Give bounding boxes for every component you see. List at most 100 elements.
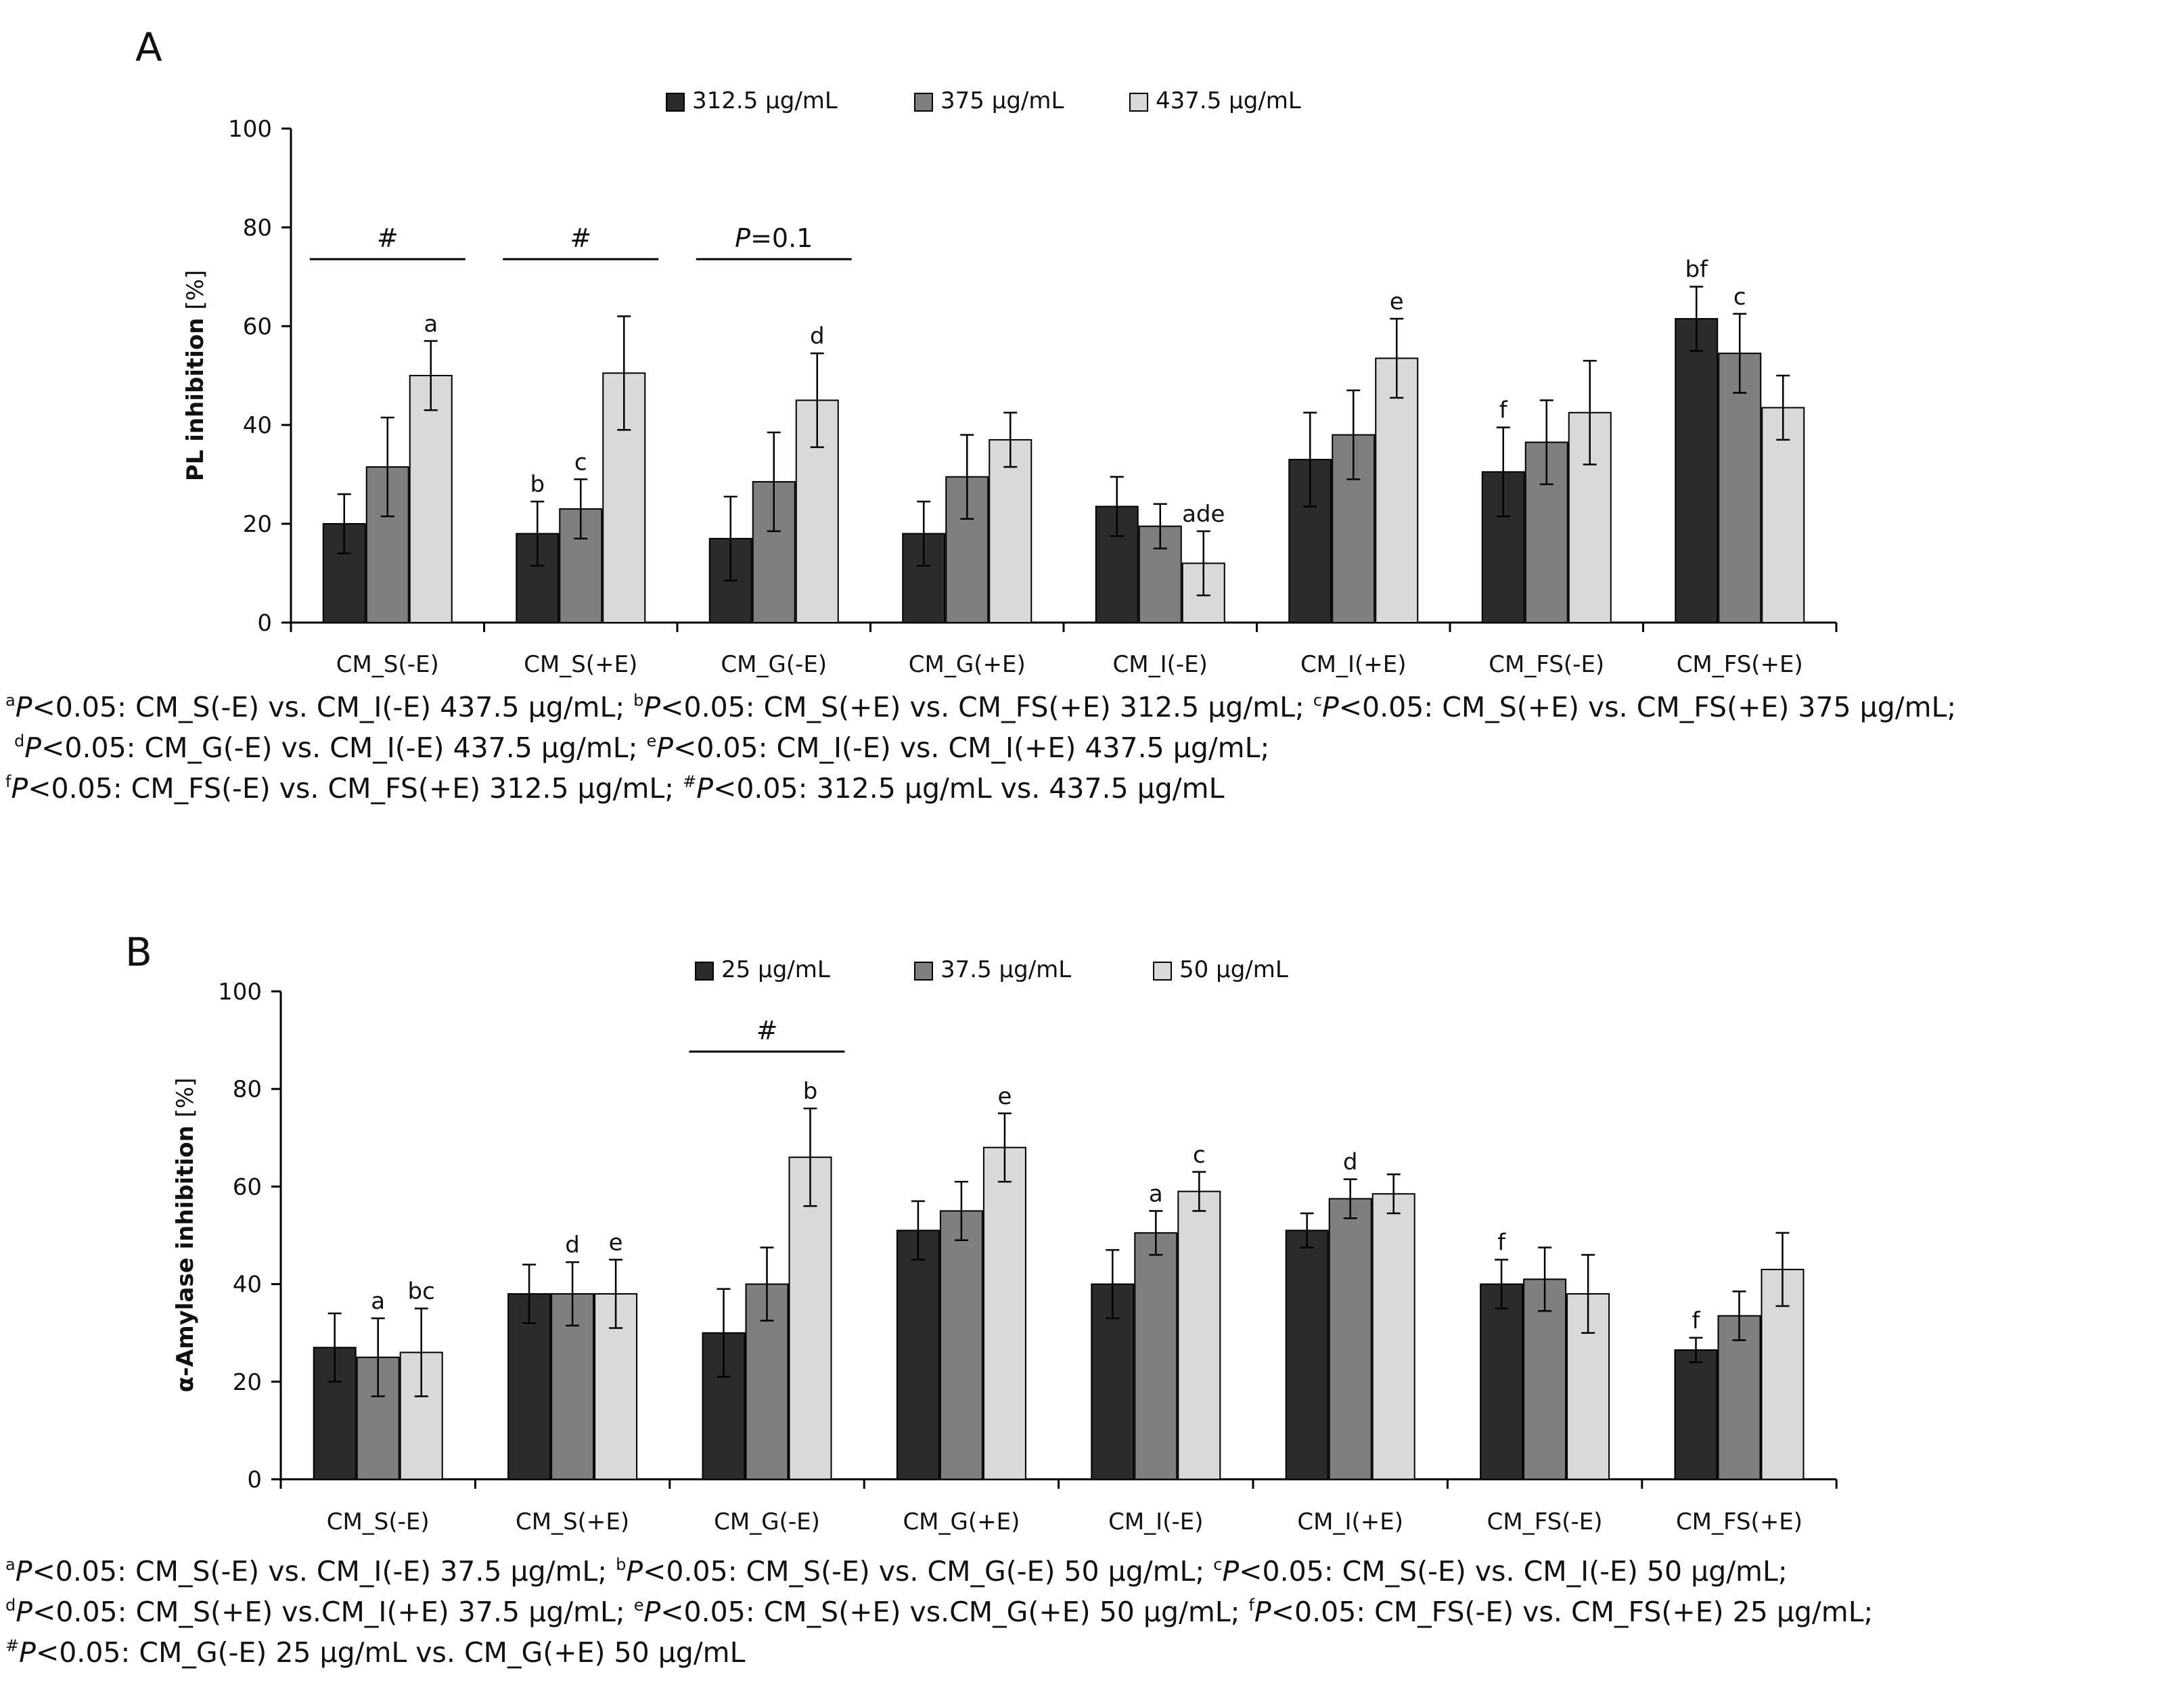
x-category-label: CM_G(-E) bbox=[721, 651, 827, 678]
y-tick-label: 40 bbox=[233, 1272, 262, 1299]
footnote-segment: <0.05: CM_S(+E) vs.CM_I(+E) 37.5 µg/mL; bbox=[32, 1596, 634, 1628]
bar bbox=[1134, 1232, 1178, 1481]
y-axis-title-text: PL inhibition bbox=[182, 318, 209, 482]
legend-swatch bbox=[1129, 93, 1148, 112]
footnote-segment: P bbox=[16, 1596, 32, 1628]
legend-swatch bbox=[1153, 962, 1172, 981]
footnote-line: dP<0.05: CM_G(-E) vs. CM_I(-E) 437.5 µg/… bbox=[5, 727, 2171, 768]
y-tick-label: 0 bbox=[257, 610, 272, 637]
footnote-segment: P bbox=[643, 1596, 661, 1628]
comparison-bracket-label: P=0.1 bbox=[735, 223, 813, 253]
x-category-label: CM_I(+E) bbox=[1297, 1508, 1403, 1535]
footnote-line: fP<0.05: CM_FS(-E) vs. CM_FS(+E) 312.5 µ… bbox=[5, 768, 2171, 809]
footnote-segment: # bbox=[683, 772, 697, 791]
footnote-segment: d bbox=[14, 732, 25, 750]
footnote-segment: d bbox=[5, 1596, 16, 1615]
footnote-segment: <0.05: CM_FS(-E) vs. CM_FS(+E) 25 µg/mL; bbox=[1271, 1596, 1874, 1628]
significance-label: c bbox=[1193, 1142, 1206, 1169]
comparison-bracket-label: # bbox=[756, 1016, 778, 1046]
legend-label: 437.5 µg/mL bbox=[1156, 87, 1301, 114]
significance-label: f bbox=[1692, 1307, 1701, 1334]
y-axis-title: α-Amylase inhibition [%] bbox=[172, 1078, 199, 1393]
x-category-label: CM_I(-E) bbox=[1113, 651, 1208, 678]
y-tick-label: 80 bbox=[243, 215, 272, 242]
footnote-segment: a bbox=[5, 691, 16, 710]
footnote-segment: <0.05: CM_S(-E) vs. CM_I(-E) 37.5 µg/mL; bbox=[32, 1555, 616, 1588]
footnote-segment: f bbox=[1248, 1596, 1254, 1615]
footnote-segment: c bbox=[1213, 1555, 1223, 1574]
significance-label: d bbox=[810, 323, 825, 350]
y-tick-label: 80 bbox=[233, 1076, 262, 1103]
significance-label: ade bbox=[1182, 501, 1225, 528]
footnote-segment: # bbox=[5, 1636, 20, 1655]
bar bbox=[1375, 357, 1419, 623]
bar bbox=[982, 1146, 1026, 1480]
bracket-label-italic: P bbox=[735, 223, 750, 253]
bar bbox=[507, 1293, 551, 1481]
significance-label: f bbox=[1499, 397, 1508, 424]
significance-label: bf bbox=[1685, 256, 1708, 284]
x-category-label: CM_FS(+E) bbox=[1677, 651, 1803, 678]
bar bbox=[1761, 407, 1805, 623]
y-axis-title-text: α-Amylase inhibition bbox=[172, 1125, 199, 1392]
x-category-label: CM_G(+E) bbox=[909, 651, 1026, 678]
bar bbox=[939, 1210, 983, 1480]
footnote-segment: P bbox=[1254, 1596, 1271, 1628]
y-tick-label: 20 bbox=[233, 1369, 262, 1396]
bar bbox=[1177, 1190, 1221, 1480]
x-category-label: CM_S(+E) bbox=[516, 1508, 629, 1535]
panel-label: A bbox=[135, 24, 162, 70]
significance-label: b bbox=[803, 1078, 818, 1105]
significance-label: bc bbox=[408, 1278, 435, 1305]
legend-swatch bbox=[914, 93, 933, 112]
y-tick-label: 0 bbox=[247, 1466, 262, 1493]
footnote-segment: <0.05: CM_S(+E) vs. CM_FS(+E) 312.5 µg/m… bbox=[660, 691, 1313, 723]
bracket-label-text: # bbox=[570, 223, 591, 253]
significance-label: e bbox=[609, 1230, 623, 1257]
significance-label: c bbox=[574, 449, 587, 476]
footnote-segment: e bbox=[646, 732, 657, 750]
comparison-bracket-label: # bbox=[377, 223, 399, 253]
bar bbox=[896, 1230, 940, 1481]
footnote-segment: P bbox=[696, 772, 713, 805]
significance-label: d bbox=[1343, 1149, 1358, 1176]
footnote-segment: P bbox=[15, 1555, 32, 1588]
footnote-segment: e bbox=[633, 1596, 644, 1615]
y-tick-label: 40 bbox=[243, 412, 272, 439]
x-category-label: CM_G(+E) bbox=[903, 1508, 1020, 1535]
legend-label: 37.5 µg/mL bbox=[940, 956, 1071, 983]
significance-label: a bbox=[424, 311, 438, 338]
footnote-segment: P bbox=[1321, 691, 1339, 723]
bar bbox=[1523, 1278, 1567, 1480]
footnote-segment: P bbox=[626, 1555, 643, 1588]
bar bbox=[1675, 318, 1719, 623]
footnote-segment: a bbox=[5, 1555, 16, 1574]
footnote-line: dP<0.05: CM_S(+E) vs.CM_I(+E) 37.5 µg/mL… bbox=[5, 1592, 2171, 1632]
bar bbox=[1718, 353, 1762, 624]
footnote-line: aP<0.05: CM_S(-E) vs. CM_I(-E) 37.5 µg/m… bbox=[5, 1551, 2171, 1592]
significance-label: b bbox=[530, 471, 545, 498]
footnote-segment: P bbox=[11, 772, 28, 805]
legend-label: 375 µg/mL bbox=[940, 87, 1064, 114]
footnote-segment: <0.05: CM_S(-E) vs. CM_G(-E) 50 µg/mL; bbox=[643, 1555, 1214, 1588]
bar bbox=[1328, 1198, 1372, 1481]
footnote-segment: <0.05: CM_G(-E) 25 µg/mL vs. CM_G(+E) 50… bbox=[35, 1636, 746, 1669]
footnote-segment: b bbox=[633, 691, 644, 710]
x-category-label: CM_FS(-E) bbox=[1487, 1508, 1603, 1535]
x-category-label: CM_FS(+E) bbox=[1676, 1508, 1802, 1535]
y-axis-title-unit: [%] bbox=[172, 1078, 199, 1118]
bar bbox=[1480, 1283, 1524, 1480]
legend-swatch bbox=[666, 93, 685, 112]
footnote-segment: b bbox=[616, 1555, 627, 1574]
bar bbox=[1371, 1193, 1415, 1480]
footnote-segment bbox=[5, 732, 14, 764]
footnote-segment: P bbox=[643, 691, 661, 723]
footnote-segment: <0.05: CM_S(+E) vs.CM_G(+E) 50 µg/mL; bbox=[660, 1596, 1249, 1628]
legend-label: 50 µg/mL bbox=[1179, 956, 1288, 983]
bar bbox=[1674, 1349, 1718, 1481]
y-axis-title-space bbox=[182, 310, 209, 318]
footnote-segment: <0.05: CM_S(+E) vs. CM_FS(+E) 375 µg/mL; bbox=[1338, 691, 1957, 723]
footnote-segment: P bbox=[656, 732, 673, 764]
bar bbox=[1717, 1315, 1761, 1480]
footnote-segment: P bbox=[1222, 1555, 1240, 1588]
